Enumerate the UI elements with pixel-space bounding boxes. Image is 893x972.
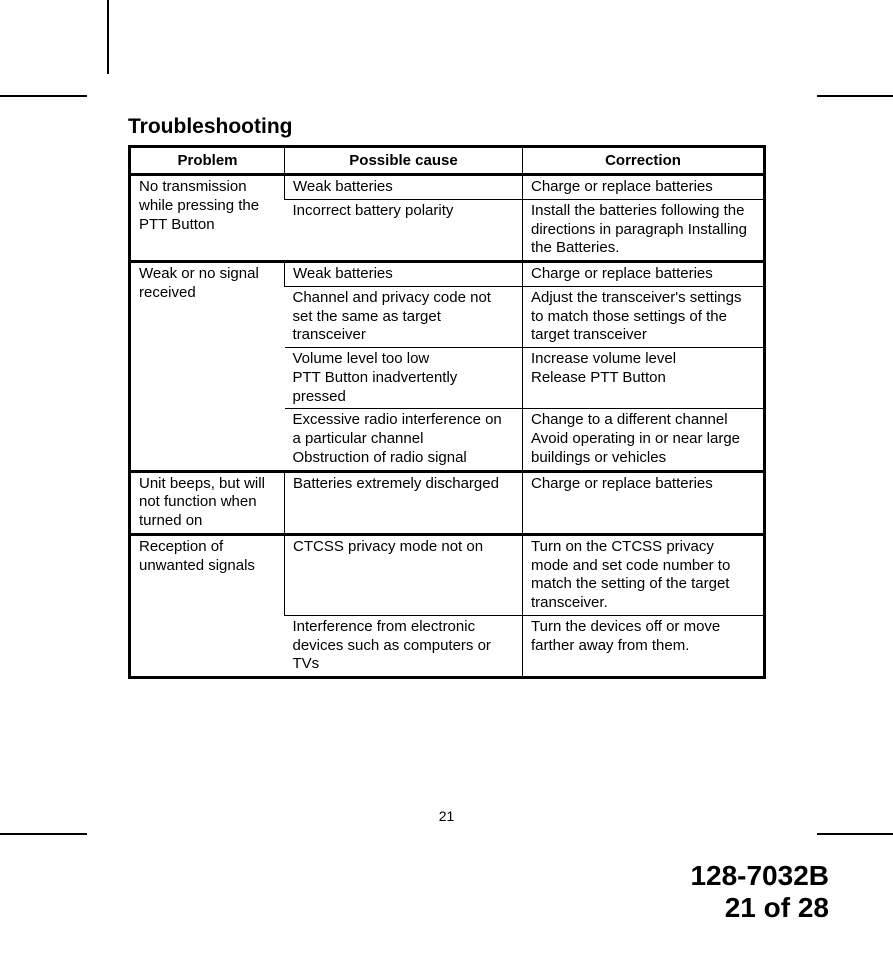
crop-mark [817, 95, 893, 97]
cell-problem: Reception of unwanted signals [130, 534, 285, 677]
page-number: 21 [0, 808, 893, 824]
cell-cause: Interference from electronic devices suc… [285, 615, 523, 677]
table-row: No transmission while pressing the PTT B… [130, 175, 765, 200]
header-correction: Correction [523, 147, 765, 175]
cell-correction: Adjust the transceiver's settings to mat… [523, 286, 765, 347]
cause-line: Obstruction of radio signal [293, 449, 467, 466]
page-content: Troubleshooting Problem Possible cause C… [128, 115, 766, 679]
doc-id: 128-7032B [690, 860, 829, 892]
cell-cause: Weak batteries [285, 175, 523, 200]
document-footer: 128-7032B 21 of 28 [690, 860, 829, 924]
crop-mark [0, 95, 87, 97]
cell-correction: Charge or replace batteries [523, 262, 765, 287]
cell-problem: No transmission while pressing the PTT B… [130, 175, 285, 262]
cause-line: Excessive radio interference on a partic… [293, 411, 502, 447]
cell-cause: Channel and privacy code not set the sam… [285, 286, 523, 347]
crop-mark [107, 0, 109, 74]
cell-cause: CTCSS privacy mode not on [285, 534, 523, 615]
cell-correction: Charge or replace batteries [523, 175, 765, 200]
header-cause: Possible cause [285, 147, 523, 175]
section-title: Troubleshooting [128, 115, 766, 139]
cell-cause: Volume level too low PTT Button inadvert… [285, 348, 523, 409]
cause-line: PTT Button inadvertently pressed [293, 369, 458, 405]
cell-correction: Install the batteries following the dire… [523, 199, 765, 261]
cause-line: Volume level too low [293, 350, 430, 367]
table-row: Unit beeps, but will not function when t… [130, 471, 765, 534]
table-header-row: Problem Possible cause Correction [130, 147, 765, 175]
page-of: 21 of 28 [690, 892, 829, 924]
cell-correction: Change to a different channel Avoid oper… [523, 409, 765, 471]
cell-correction: Turn the devices off or move farther awa… [523, 615, 765, 677]
correction-line: Release PTT Button [531, 369, 666, 386]
correction-line: Change to a different channel [531, 411, 728, 428]
cell-correction: Turn on the CTCSS privacy mode and set c… [523, 534, 765, 615]
table-row: Weak or no signal received Weak batterie… [130, 262, 765, 287]
cell-correction: Charge or replace batteries [523, 471, 765, 534]
header-problem: Problem [130, 147, 285, 175]
cell-cause: Batteries extremely discharged [285, 471, 523, 534]
cell-cause: Incorrect battery polarity [285, 199, 523, 261]
crop-mark [817, 833, 893, 835]
cell-cause: Excessive radio interference on a partic… [285, 409, 523, 471]
cell-correction: Increase volume level Release PTT Button [523, 348, 765, 409]
correction-line: Avoid operating in or near large buildin… [531, 430, 740, 466]
cell-problem: Weak or no signal received [130, 262, 285, 472]
correction-line: Increase volume level [531, 350, 676, 367]
cell-cause: Weak batteries [285, 262, 523, 287]
crop-mark [0, 833, 87, 835]
troubleshooting-table: Problem Possible cause Correction No tra… [128, 145, 766, 679]
table-row: Reception of unwanted signals CTCSS priv… [130, 534, 765, 615]
cell-problem: Unit beeps, but will not function when t… [130, 471, 285, 534]
